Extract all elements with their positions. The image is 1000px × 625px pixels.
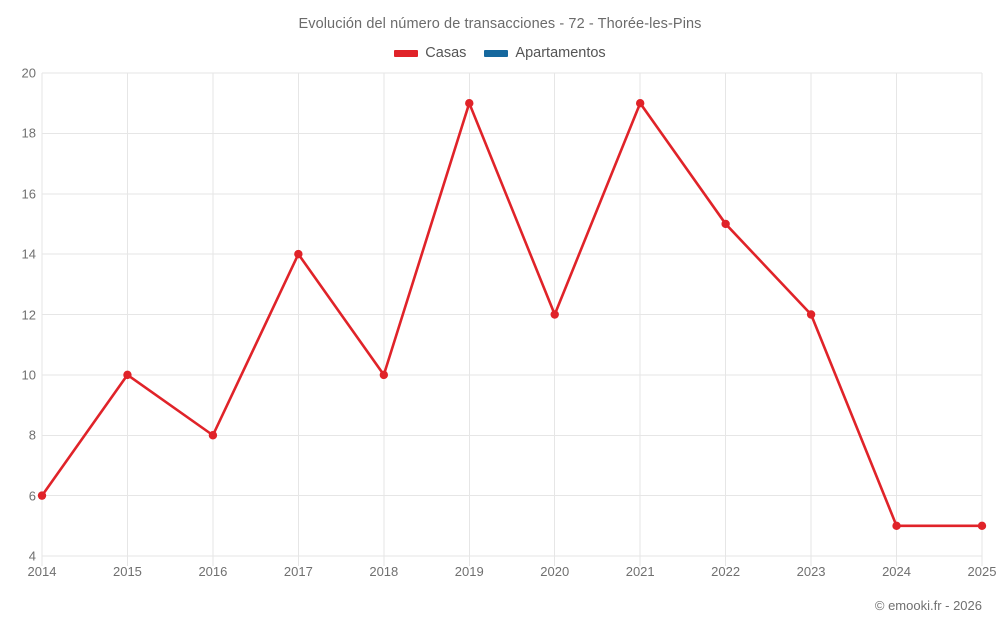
legend-item-casas[interactable]: Casas xyxy=(394,45,466,61)
y-axis-tick-label: 8 xyxy=(28,427,36,443)
data-point[interactable] xyxy=(37,491,47,500)
y-axis-tick-label: 16 xyxy=(21,186,36,202)
legend-label-apartamentos: Apartamentos xyxy=(515,45,606,61)
footer-credit: © emooki.fr - 2026 xyxy=(874,598,982,613)
data-point[interactable] xyxy=(294,249,303,259)
x-axis-tick-label: 2014 xyxy=(27,564,57,579)
x-axis-tick-label: 2024 xyxy=(882,564,911,579)
x-axis-labels: 2014 2015 2016 2017 2018 2019 2020 2021 2022 2023… xyxy=(28,564,997,585)
y-axis-tick-label: 4 xyxy=(28,548,36,564)
plot-area xyxy=(37,72,987,566)
data-point[interactable] xyxy=(806,310,816,319)
series-casas xyxy=(37,98,987,531)
data-point[interactable] xyxy=(208,431,218,440)
x-axis-tick-label: 2017 xyxy=(283,564,313,579)
x-axis-tick-label: 2016 xyxy=(198,564,228,579)
chart-plot-svg xyxy=(37,72,987,566)
data-point[interactable] xyxy=(379,370,389,380)
data-point[interactable] xyxy=(550,310,559,319)
chart-title: Evolución del número de transacciones - … xyxy=(298,16,702,32)
legend-swatch-apartamentos xyxy=(484,49,509,57)
data-point[interactable] xyxy=(465,98,474,108)
y-axis-labels: 4 6 8 10 12 14 16 18 20 xyxy=(0,67,36,563)
y-axis-tick-label: 12 xyxy=(21,307,36,322)
series-line xyxy=(40,101,984,528)
x-axis-tick-label: 2020 xyxy=(540,564,570,579)
x-axis-tick-label: 2015 xyxy=(112,564,142,579)
data-point[interactable] xyxy=(721,219,730,229)
y-axis-tick-label: 14 xyxy=(21,246,36,262)
y-axis-tick-label: 10 xyxy=(21,367,36,383)
x-axis-tick-label: 2023 xyxy=(796,564,826,579)
x-axis-tick-label: 2025 xyxy=(967,564,997,579)
data-point[interactable] xyxy=(635,98,645,108)
y-axis-tick-label: 6 xyxy=(28,488,36,504)
data-point[interactable] xyxy=(123,370,132,380)
chart-legend: Casas Apartamentos xyxy=(0,45,1000,61)
y-axis-tick-label: 18 xyxy=(21,125,36,141)
y-axis-tick-label: 20 xyxy=(21,65,36,81)
x-axis-tick-label: 2022 xyxy=(711,564,741,579)
legend-label-casas: Casas xyxy=(425,45,467,61)
x-axis-tick-label: 2021 xyxy=(625,564,655,579)
legend-item-apartamentos[interactable]: Apartamentos xyxy=(484,45,606,61)
x-axis-tick-label: 2018 xyxy=(369,564,399,579)
x-axis-tick-label: 2019 xyxy=(454,564,484,579)
data-point[interactable] xyxy=(892,521,901,531)
legend-swatch-casas xyxy=(394,49,419,57)
data-point[interactable] xyxy=(977,521,987,531)
